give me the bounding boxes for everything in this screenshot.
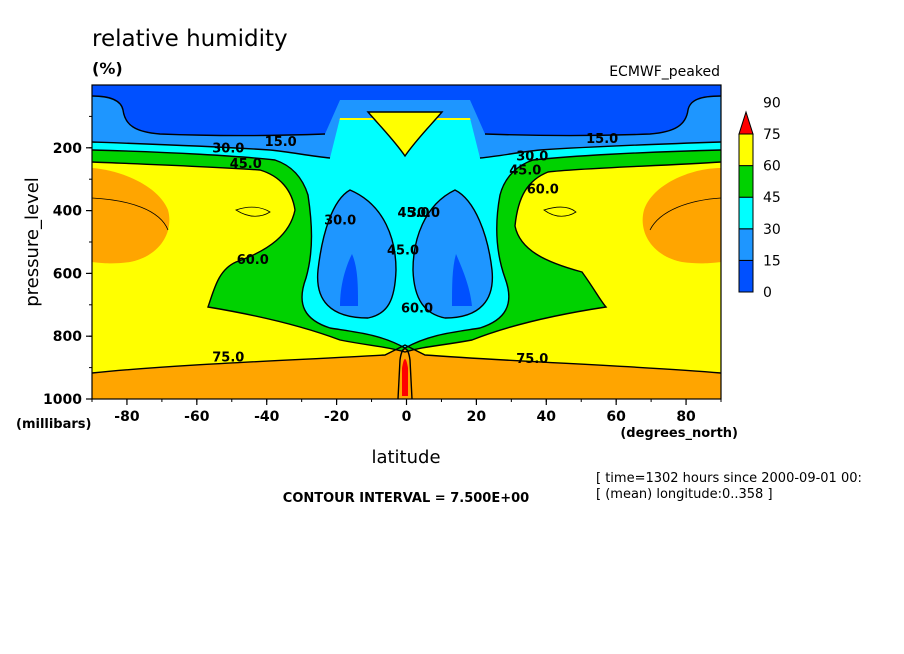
fill-30-45 [92, 120, 721, 348]
contour-67-side [92, 197, 721, 231]
colorbar-label: 60 [763, 159, 781, 175]
contour-75-equator [397, 348, 413, 399]
y-tick-label: 600 [53, 266, 82, 282]
contour-30-left-lobe [316, 189, 397, 319]
colorbar-label: 45 [763, 190, 781, 206]
contour-label: 15.0 [586, 132, 618, 147]
colorbar-label: 90 [763, 95, 781, 111]
x-axis: -80 -60 -40 -20 0 20 40 60 80 [91, 399, 722, 425]
x-tick-label: 40 [537, 409, 557, 425]
fill-15-30-right [413, 190, 493, 318]
contour-label: 75.0 [516, 352, 548, 367]
y-tick-label: 200 [53, 141, 82, 157]
x-tick-label: -40 [254, 409, 280, 425]
chart-units: (%) [92, 59, 123, 78]
contour-label: 60.0 [527, 182, 559, 197]
x-tick-label: -60 [184, 409, 210, 425]
colorbar-segment [738, 165, 754, 198]
colorbar: 0 15 30 45 60 75 90 [738, 95, 781, 301]
fill-0-15-right [452, 254, 472, 306]
contour-label: 45.0 [387, 244, 419, 259]
y-axis-label: pressure_level [22, 177, 43, 307]
fill-75-90-left [92, 168, 170, 264]
colorbar-label: 30 [763, 222, 781, 238]
contour-label: 45.0 [230, 157, 262, 172]
contour-lines [92, 95, 721, 399]
contour-label: 45.0 [509, 163, 541, 178]
colorbar-label: 0 [763, 285, 772, 301]
x-tick-label: 0 [402, 409, 412, 425]
contour-labels: 15.0 15.030.030.045.0 45.060.060.030.045.0… [212, 132, 618, 367]
contour-minor-ovals [235, 206, 577, 217]
contour-label: 30.0 [408, 206, 440, 221]
contour-30-right-lobe [412, 189, 494, 319]
colorbar-segment [738, 228, 754, 261]
fill-75-90-right [642, 168, 721, 264]
x-tick-label: 80 [676, 409, 696, 425]
fill-0-15-left [340, 254, 358, 306]
colorbar-label: 15 [763, 253, 781, 269]
contour-label: 30.0 [516, 149, 548, 164]
contour-45 [92, 149, 721, 349]
contour-label: 60.0 [237, 253, 269, 268]
fill-90-equator [402, 359, 408, 396]
y-tick-label: 400 [53, 204, 82, 220]
contour-label: 45.0 [397, 206, 429, 221]
contour-label: 60.0 [401, 302, 433, 317]
colorbar-segment [738, 133, 754, 167]
contour-30 [92, 141, 721, 159]
time-note: [ time=1302 hours since 2000-09-01 00: [596, 471, 862, 486]
contour-label: 15.0 [265, 135, 297, 150]
fill-60-75-top-tongue [368, 112, 442, 156]
x-tick-label: -80 [114, 409, 140, 425]
colorbar-arrow [738, 110, 754, 135]
colorbar-label: 75 [763, 127, 781, 143]
contour-fills [92, 85, 721, 399]
y-axis: 200 400 600 800 1000 [43, 115, 92, 408]
colorbar-segment [738, 196, 754, 230]
x-tick-label: 60 [606, 409, 626, 425]
x-axis-label: latitude [371, 447, 440, 468]
contour-label: 30.0 [324, 214, 356, 229]
x-tick-label: 20 [467, 409, 487, 425]
y-tick-label: 800 [53, 329, 82, 345]
contour-15 [92, 95, 721, 137]
chart-title: relative humidity [92, 26, 288, 52]
colorbar-segment [738, 259, 754, 293]
contour-75 [92, 344, 721, 374]
fill-0-15-upper [92, 85, 721, 136]
contour-label: 30.0 [212, 142, 244, 157]
contour-interval: CONTOUR INTERVAL = 7.500E+00 [283, 491, 529, 506]
x-axis-unit: (degrees_north) [620, 426, 738, 441]
contour-60 [92, 161, 721, 353]
longitude-note: [ (mean) longitude:0..358 ] [596, 487, 773, 502]
contour-label: 75.0 [212, 350, 244, 365]
dataset-name: ECMWF_peaked [609, 64, 720, 80]
contour-60-top [366, 111, 444, 158]
y-axis-unit: (millibars) [16, 417, 91, 432]
fill-15-30-left [317, 190, 396, 318]
y-tick-label: 1000 [43, 392, 82, 408]
x-tick-label: -20 [324, 409, 350, 425]
